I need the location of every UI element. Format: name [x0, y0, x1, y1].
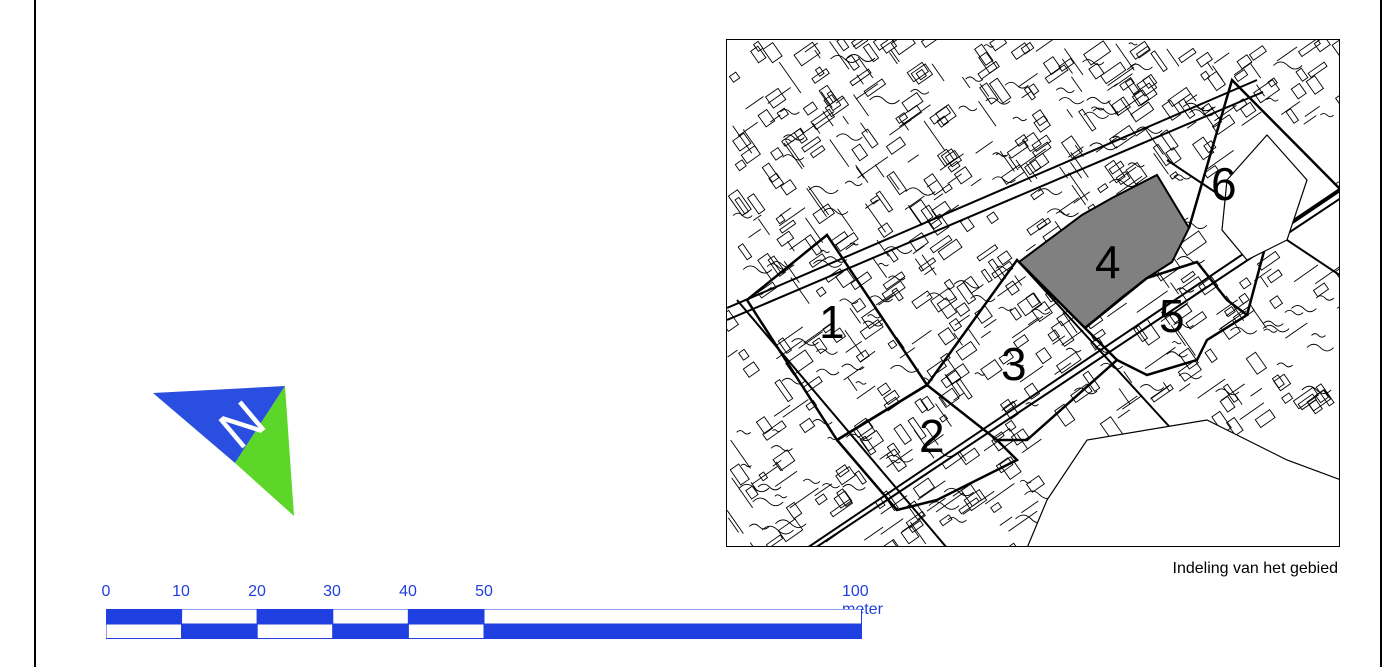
north-arrow-blue-half: [153, 386, 285, 463]
scale-segment: [483, 623, 862, 639]
scale-segment: [181, 623, 258, 639]
scale-segment: [181, 609, 258, 625]
scale-bar-graphic: [106, 609, 862, 639]
scale-segment: [256, 609, 334, 625]
scale-segment: [256, 623, 334, 639]
scale-label-10: 10: [172, 583, 190, 600]
scale-segment: [407, 609, 485, 625]
zone-boundaries: [745, 77, 1339, 512]
frame-right-border: [1380, 0, 1382, 667]
scale-segment: [332, 609, 409, 625]
scale-segment: [332, 623, 409, 639]
north-arrow-icon: N: [153, 386, 294, 516]
north-arrow-green-half: [235, 386, 294, 516]
scale-segment: [407, 623, 485, 639]
scale-label-30: 30: [323, 583, 341, 600]
zone-label-4: 4: [1095, 236, 1121, 288]
scale-label-50: 50: [475, 583, 493, 600]
zone-label-3: 3: [1001, 338, 1027, 390]
scale-label-0: 0: [101, 583, 111, 600]
zone-label-1: 1: [819, 296, 845, 348]
scale-segment: [483, 609, 862, 625]
scale-label-20: 20: [248, 583, 266, 600]
open-area: [1027, 134, 1339, 546]
area-map: 1 2 3 4 5 6: [726, 39, 1340, 547]
zone-labels: 1 2 3 4 5 6: [819, 158, 1237, 462]
scale-segment: [106, 609, 183, 625]
map-drawing: 1 2 3 4 5 6: [727, 40, 1339, 546]
scale-segment: [106, 623, 183, 639]
scale-label-40: 40: [399, 583, 417, 600]
zone-label-2: 2: [919, 410, 945, 462]
frame-left-border: [34, 0, 36, 667]
scale-bar: 0 10 20 30 40 50 100 meter: [100, 583, 883, 653]
zone-label-5: 5: [1159, 290, 1185, 342]
zone-label-6: 6: [1211, 158, 1237, 210]
map-caption: Indeling van het gebied: [1172, 560, 1338, 577]
